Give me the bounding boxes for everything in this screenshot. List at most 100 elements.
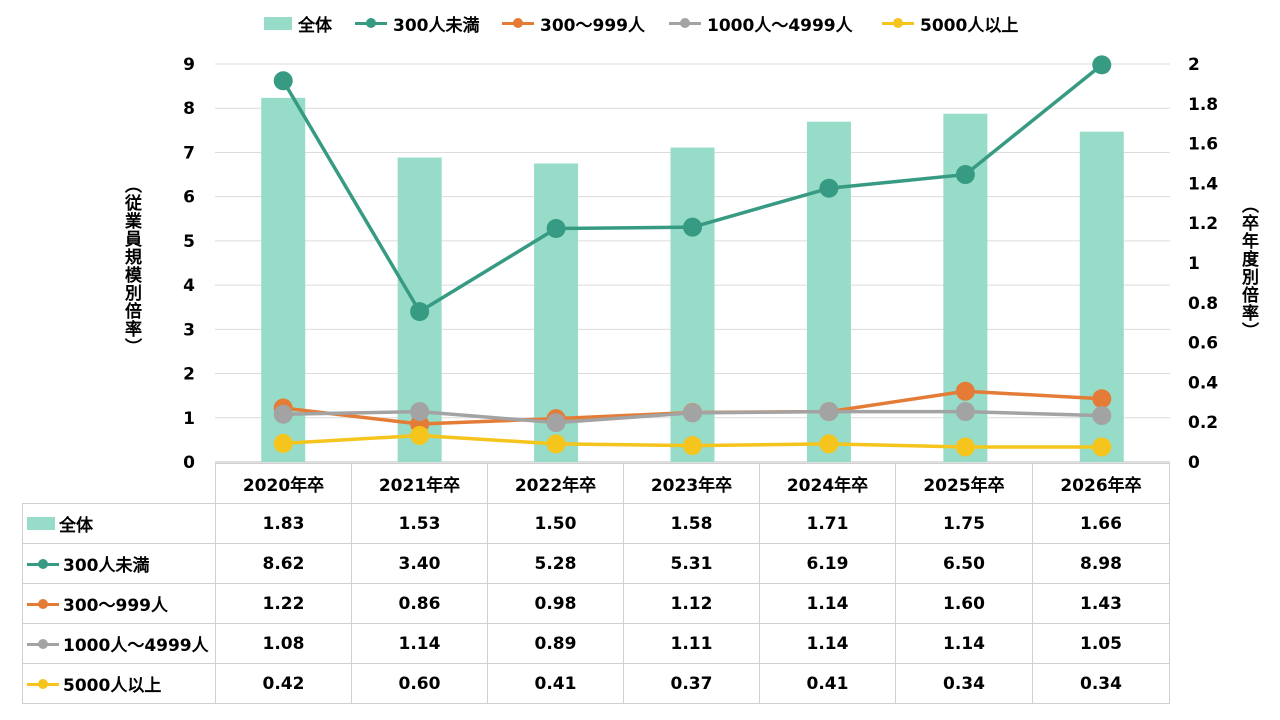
data-point	[546, 434, 566, 454]
data-point	[955, 402, 975, 422]
bar-legend-key	[27, 517, 55, 530]
data-point	[683, 217, 702, 237]
legend-item-under300: 300人未満	[355, 9, 480, 37]
table-cell: 0.42	[215, 663, 352, 704]
row-label-text: 全体	[59, 516, 93, 536]
table-cell: 1.50	[487, 503, 624, 544]
left-axis-title: （従業員規模別倍率）	[121, 176, 141, 356]
right-tick-label: 1.8	[1188, 95, 1218, 115]
right-tick-label: 2	[1188, 55, 1200, 75]
table-header-cell: 2023年卒	[623, 463, 760, 504]
data-point	[410, 402, 430, 422]
right-tick-label: 0.2	[1188, 413, 1218, 433]
data-point	[683, 403, 702, 423]
table-cell: 1.66	[1032, 503, 1170, 544]
right-tick-label: 0.4	[1188, 373, 1218, 393]
data-point	[955, 381, 975, 401]
data-point	[683, 436, 702, 456]
data-point	[410, 302, 430, 322]
line-series-group	[273, 55, 1112, 457]
left-axis-ticks: 0 1 2 3 4 5 6 7 8 9	[183, 55, 195, 470]
legend-label-1000-4999: 1000人～4999人	[707, 15, 853, 36]
data-point	[546, 413, 566, 433]
table-header-cell: 2021年卒	[351, 463, 488, 504]
table-row: 1000人～4999人 1.08 1.14 0.89 1.11 1.14 1.14 1.05	[22, 623, 1170, 664]
table-cell: 1.22	[215, 583, 352, 624]
data-point	[1092, 389, 1112, 409]
line-legend-key	[27, 637, 59, 651]
right-tick-label: 1.2	[1188, 214, 1218, 234]
right-axis-ticks: 0 0.2 0.4 0.6 0.8 1 1.2 1.4 1.6 1.8 2	[1188, 55, 1218, 470]
table-cell: 0.41	[487, 663, 624, 704]
table-cell: 1.75	[895, 503, 1033, 544]
table-cell: 3.40	[351, 543, 488, 584]
data-table: 2020年卒 2021年卒 2022年卒 2023年卒 2024年卒 2025年卒 2026…	[22, 463, 1170, 704]
table-header-cell: 2025年卒	[895, 463, 1033, 504]
table-header-row: 2020年卒 2021年卒 2022年卒 2023年卒 2024年卒 2025年卒 2026…	[23, 463, 1170, 504]
table-row: 5000人以上 0.42 0.60 0.41 0.37 0.41 0.34 0.34	[22, 663, 1170, 704]
table-cell: 5.31	[623, 543, 760, 584]
line-series	[273, 425, 1112, 457]
table-cell: 0.34	[895, 663, 1033, 704]
table-cell: 0.89	[487, 623, 624, 664]
table-cell: 0.98	[487, 583, 624, 624]
legend-label-all: 全体	[298, 15, 332, 36]
data-point	[819, 402, 839, 422]
legend-item-5000plus: 5000人以上	[882, 9, 1018, 37]
line-legend-key	[27, 597, 59, 611]
right-tick-label: 0	[1188, 453, 1200, 470]
table-cell: 1.71	[759, 503, 896, 544]
table-header-cell: 2020年卒	[215, 463, 352, 504]
table-row-label: 300人未満	[22, 543, 216, 584]
data-point	[1092, 55, 1112, 75]
table-cell: 8.62	[215, 543, 352, 584]
table-row: 300～999人 1.22 0.86 0.98 1.12 1.14 1.60 1.43	[22, 583, 1170, 624]
data-point	[1092, 437, 1112, 457]
data-point	[1092, 406, 1112, 426]
table-cell: 0.41	[759, 663, 896, 704]
line-legend-key	[27, 677, 59, 691]
right-tick-label: 1.4	[1188, 174, 1218, 194]
data-point	[273, 433, 293, 453]
table-row-label: 5000人以上	[22, 663, 216, 704]
table-cell: 5.28	[487, 543, 624, 584]
combo-chart: 0 1 2 3 4 5 6 7 8 9 0 0.2 0.4 0.6 0.8 1 1.2 1.4 1.6 1.8 2	[183, 55, 1218, 470]
table-cell: 1.14	[895, 623, 1033, 664]
table-cell: 6.50	[895, 543, 1033, 584]
left-tick-label: 4	[183, 276, 195, 296]
table-cell: 1.60	[895, 583, 1033, 624]
table-cell: 0.60	[351, 663, 488, 704]
table-cell: 1.11	[623, 623, 760, 664]
left-tick-label: 5	[183, 232, 195, 252]
data-point	[410, 425, 430, 445]
table-cell: 8.98	[1032, 543, 1170, 584]
row-label-text: 300～999人	[63, 596, 168, 616]
line-series	[273, 55, 1112, 322]
row-label-text: 1000人～4999人	[63, 636, 209, 656]
legend-label-under300: 300人未満	[393, 15, 480, 36]
left-tick-label: 8	[183, 99, 195, 119]
table-cell: 1.14	[759, 623, 896, 664]
legend-label-5000plus: 5000人以上	[920, 15, 1019, 36]
legend-swatch-all	[264, 16, 292, 30]
table-cell: 1.53	[351, 503, 488, 544]
table-row: 全体 1.83 1.53 1.50 1.58 1.71 1.75 1.66	[22, 503, 1170, 544]
table-header-cell: 2022年卒	[487, 463, 624, 504]
line-series	[273, 402, 1112, 433]
left-tick-label: 7	[183, 143, 195, 163]
table-cell: 1.12	[623, 583, 760, 624]
table-cell: 6.19	[759, 543, 896, 584]
table-cell: 1.83	[215, 503, 352, 544]
row-label-text: 5000人以上	[63, 676, 162, 696]
right-tick-label: 1	[1188, 254, 1200, 274]
line-legend-key	[27, 557, 59, 571]
left-tick-label: 3	[183, 320, 195, 340]
table-row: 300人未満 8.62 3.40 5.28 5.31 6.19 6.50 8.98	[22, 543, 1170, 584]
table-cell: 1.05	[1032, 623, 1170, 664]
table-row-label: 300～999人	[22, 583, 216, 624]
table-row-label: 全体	[22, 503, 216, 544]
left-tick-label: 9	[183, 55, 195, 75]
data-point	[546, 219, 566, 239]
left-tick-label: 6	[183, 188, 195, 208]
table-cell: 0.86	[351, 583, 488, 624]
